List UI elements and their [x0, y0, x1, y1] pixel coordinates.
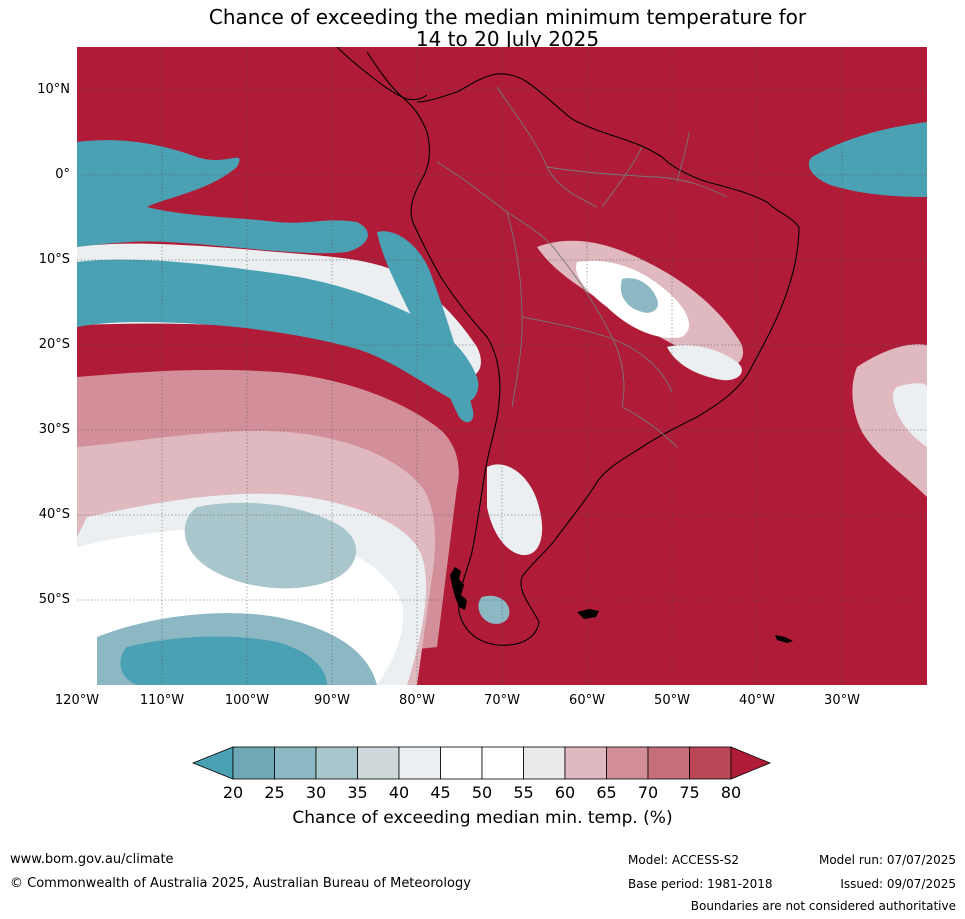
pacific-teal-band — [77, 140, 368, 254]
coastal-teal-strip — [377, 231, 474, 423]
colorbar-low-extension — [191, 746, 234, 780]
lon-label-80w: 80°W — [399, 693, 435, 708]
footer-model-run: Model run: 07/07/2025 — [818, 853, 956, 867]
colorbar-tick-label: 45 — [430, 783, 451, 802]
lon-label-90w: 90°W — [314, 693, 350, 708]
colorbar-tick-label: 60 — [554, 783, 576, 802]
lon-label-50w: 50°W — [654, 693, 690, 708]
atlantic-east-pink — [852, 344, 927, 497]
south-georgia — [775, 635, 793, 643]
lat-label-50s: 50°S — [38, 592, 70, 607]
brazil-southeast-white — [667, 345, 742, 381]
map-title-line1: Chance of exceeding the median minimum t… — [208, 5, 807, 29]
colorbar-tick-label: 20 — [222, 783, 244, 802]
country-borders — [436, 86, 728, 448]
colorbar-tick-label: 80 — [720, 783, 742, 802]
lat-label-10s: 10°S — [38, 252, 70, 267]
lat-label-40s: 40°S — [38, 507, 70, 522]
footer-copyright: © Commonwealth of Australia 2025, Austra… — [10, 876, 471, 891]
colorbar-bin — [564, 746, 607, 780]
colorbar-bin — [315, 746, 358, 780]
colorbar-bin — [481, 746, 524, 780]
map-title-line2: 14 to 20 July 2025 — [415, 27, 600, 51]
central-america-coastline — [336, 47, 428, 101]
probability-map — [77, 47, 927, 685]
colorbar-bin — [606, 746, 649, 780]
colorbar-tick-label: 25 — [264, 783, 285, 802]
drake-teal — [478, 595, 510, 624]
lon-label-60w: 60°W — [569, 693, 605, 708]
falklands — [577, 609, 599, 619]
colorbar — [191, 746, 774, 784]
south-pacific-teal — [77, 259, 479, 403]
patagonia-islands — [450, 567, 467, 610]
colorbar-bin — [523, 746, 566, 780]
patagonia-white — [487, 464, 543, 556]
lat-label-10n: 10°N — [37, 82, 70, 97]
colorbar-tick-label: 65 — [596, 783, 617, 802]
colorbar-high-extension — [730, 746, 772, 780]
south-pacific-teal-core — [120, 636, 327, 685]
colorbar-tick-label: 55 — [513, 783, 534, 802]
colorbar-tick-label: 30 — [305, 783, 327, 802]
lon-label-110w: 110°W — [139, 693, 185, 708]
atlantic-east-white — [892, 383, 927, 447]
footer-website[interactable]: www.bom.gov.au/climate — [10, 852, 174, 867]
colorbar-tick-label: 70 — [637, 783, 659, 802]
colorbar-bin — [232, 746, 275, 780]
colorbar-bin — [398, 746, 441, 780]
footer-base-period: Base period: 1981-2018 — [628, 877, 773, 891]
lon-label-70w: 70°W — [484, 693, 520, 708]
colorbar-bin — [274, 746, 317, 780]
footer-model: Model: ACCESS-S2 — [628, 853, 740, 867]
south-america-coastline — [366, 51, 800, 646]
atlantic-east-teal — [808, 122, 927, 197]
footer-issued: Issued: 09/07/2025 — [840, 877, 956, 891]
lat-label-20s: 20°S — [38, 337, 70, 352]
colorbar-bin — [357, 746, 400, 780]
colorbar-bin — [440, 746, 483, 780]
colorbar-tick-label: 50 — [471, 783, 493, 802]
colorbar-tick-label: 75 — [679, 783, 700, 802]
colorbar-title: Chance of exceeding median min. temp. (%… — [292, 808, 673, 828]
lon-label-30w: 30°W — [824, 693, 860, 708]
colorbar-tick-label: 40 — [388, 783, 410, 802]
colorbar-bin — [689, 746, 732, 780]
colorbar-bin — [647, 746, 690, 780]
footer-disclaimer: Boundaries are not considered authoritat… — [690, 899, 956, 913]
lat-label-30s: 30°S — [38, 422, 70, 437]
lon-label-40w: 40°W — [739, 693, 775, 708]
brazil-interior-teal — [620, 278, 658, 313]
south-pacific-lightteal — [184, 502, 357, 589]
graticule — [77, 47, 927, 685]
colorbar-tick-label: 35 — [347, 783, 368, 802]
lat-label-0: 0° — [55, 167, 70, 182]
lon-label-100w: 100°W — [224, 693, 270, 708]
lon-label-120w: 120°W — [54, 693, 100, 708]
